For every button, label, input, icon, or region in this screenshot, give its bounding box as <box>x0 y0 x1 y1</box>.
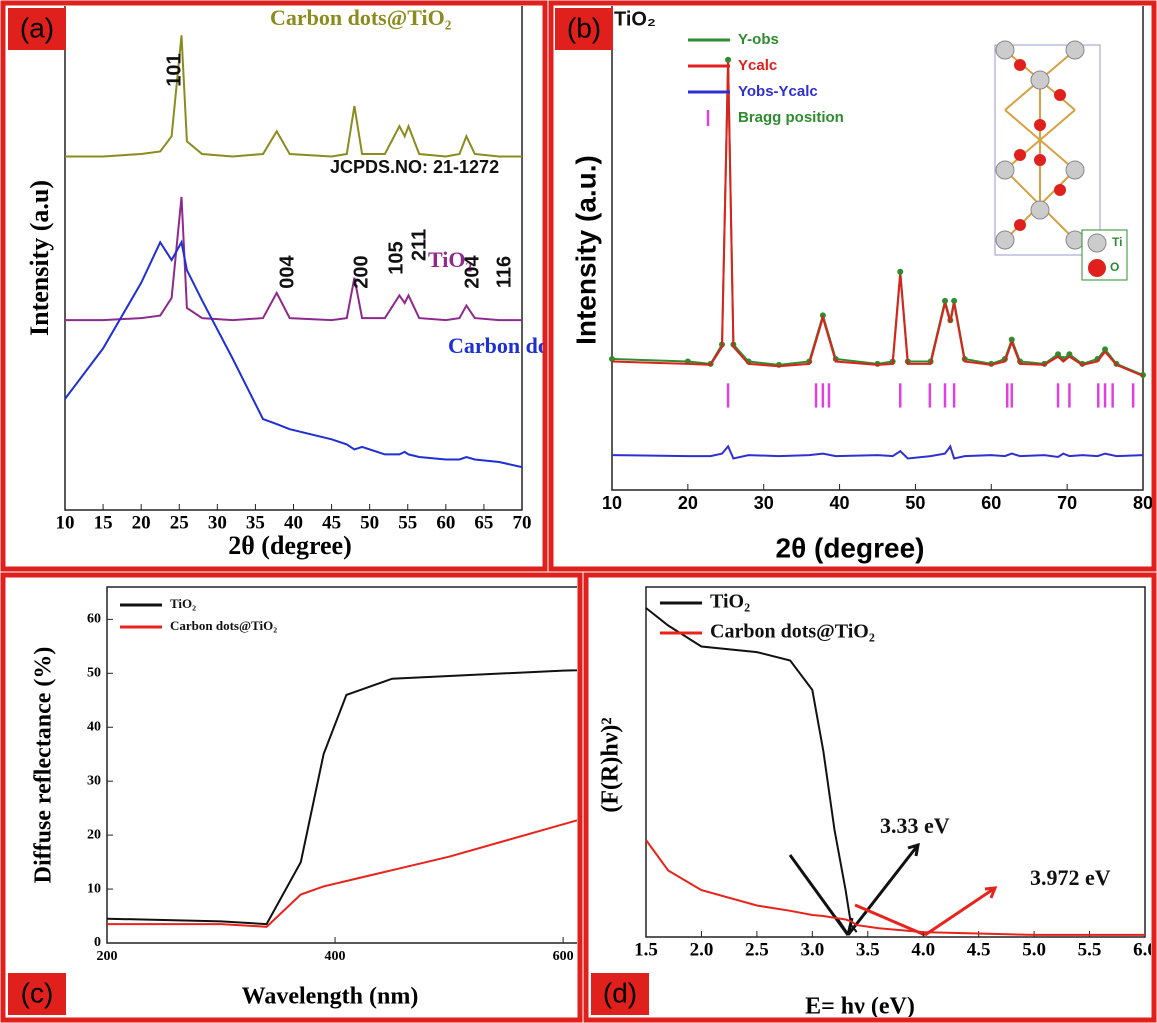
x-tick-label: 10 <box>56 512 75 533</box>
arrows <box>790 845 995 935</box>
annotation: 211 <box>408 229 430 261</box>
obs-point <box>951 298 957 304</box>
x-tick-label: 2.0 <box>690 939 714 960</box>
x-tick-label: 5.5 <box>1078 939 1102 960</box>
series-label: Carbon dots@TiO₂ <box>270 5 452 30</box>
legend-label: Carbon dots@TiO₂ <box>170 618 277 633</box>
x-tick-label: 70 <box>513 512 532 533</box>
x-tick-label: 4.0 <box>911 939 935 960</box>
y-axis-label: Diffuse reflectance (%) <box>31 647 57 884</box>
y-tick-label: 60 <box>87 612 101 627</box>
x-tick-label: 800 <box>781 949 802 964</box>
annotation: 101 <box>163 53 185 86</box>
x-tick-label: 4.5 <box>967 939 991 960</box>
x-tick-label: 80 <box>1133 493 1153 513</box>
annotation: O <box>1110 260 1119 274</box>
panel-label: (d) <box>603 977 637 1008</box>
x-tick-label: 3.5 <box>856 939 880 960</box>
annotation: JCPDS.NO: 21-1272 <box>330 157 499 177</box>
x-tick-label: 40 <box>830 493 850 513</box>
x-tick-label: 200 <box>97 949 118 964</box>
x-tick-label: 15 <box>94 512 113 533</box>
x-axis-label: 2θ (degree) <box>776 532 925 563</box>
series-line <box>65 35 522 156</box>
x-tick-label: 20 <box>678 493 698 513</box>
x-tick-label: 60 <box>981 493 1001 513</box>
y-axis-label: (F(R)hν)² <box>598 717 624 812</box>
x-tick-label: 65 <box>474 512 493 533</box>
annotation: 116 <box>493 256 515 288</box>
y-tick-label: 10 <box>87 881 101 896</box>
x-tick-label: 1.5 <box>634 939 658 960</box>
crystal-inset <box>995 41 1127 280</box>
plot-frame <box>612 5 1143 490</box>
x-tick-label: 50 <box>905 493 925 513</box>
x-axis-label: 2θ (degree) <box>228 531 352 560</box>
x-tick-label: 70 <box>1057 493 1077 513</box>
panel-label: (a) <box>20 12 54 43</box>
annotation: 3.33 eV <box>880 813 950 838</box>
series-line <box>612 62 1143 376</box>
obs-point <box>897 269 903 275</box>
series-label: Carbon dots <box>448 333 565 358</box>
annotation: TiO₂ <box>614 8 656 30</box>
legend-label: TiO₂ <box>170 596 196 611</box>
annotation: 105 <box>385 241 407 274</box>
y-tick-label: 20 <box>87 827 101 842</box>
x-tick-label: 400 <box>325 949 346 964</box>
y-axis-label: Intensity (a.u) <box>25 180 54 336</box>
x-axis-label: Wavelength (nm) <box>242 984 419 1010</box>
legend-label: Carbon dots@TiO₂ <box>710 621 875 643</box>
x-tick-label: 55 <box>398 512 417 533</box>
annotation: 200 <box>350 255 372 288</box>
x-tick-label: 3.0 <box>800 939 824 960</box>
y-tick-label: 40 <box>87 719 101 734</box>
y-tick-label: 30 <box>87 773 101 788</box>
legend-label: Bragg position <box>738 109 844 126</box>
annotation: 004 <box>276 254 298 288</box>
legend-label: Y-obs <box>738 31 779 48</box>
x-tick-label: 30 <box>208 512 227 533</box>
series-line <box>612 60 1143 375</box>
x-tick-label: 10 <box>602 493 622 513</box>
annotation: 204 <box>461 254 483 288</box>
series-line <box>646 608 857 932</box>
x-axis-label: E= hν (eV) <box>805 994 915 1020</box>
series-line <box>612 446 1143 458</box>
panel: 10 20 30 40 50 60 70 80 2θ (degree) Intensity (a.… <box>555 5 1153 563</box>
x-tick-label: 20 <box>132 512 151 533</box>
x-tick-label: 25 <box>170 512 189 533</box>
panel-label: (b) <box>567 12 601 43</box>
obs-point <box>725 57 731 63</box>
legend-label: TiO₂ <box>710 591 750 613</box>
y-axis-label: Intensity (a.u.) <box>570 155 601 345</box>
y-tick-label: 50 <box>87 666 101 681</box>
figure: 101520253035404550556065702θ (degree)Int… <box>0 0 1157 1023</box>
x-tick-label: 50 <box>360 512 379 533</box>
x-tick-label: 600 <box>553 949 574 964</box>
annotation: Ti <box>1112 235 1122 249</box>
x-tick-label: 2.5 <box>745 939 769 960</box>
legend-label: Ycalc <box>738 57 777 74</box>
obs-point <box>942 298 948 304</box>
x-tick-label: 30 <box>754 493 774 513</box>
x-tick-label: 60 <box>436 512 455 533</box>
legend-label: Yobs-Ycalc <box>738 83 818 100</box>
annotation: 3.972 eV <box>1030 865 1111 890</box>
x-tick-label: 5.0 <box>1022 939 1046 960</box>
panel-label: (c) <box>21 977 54 1008</box>
y-tick-label: 0 <box>94 935 101 950</box>
